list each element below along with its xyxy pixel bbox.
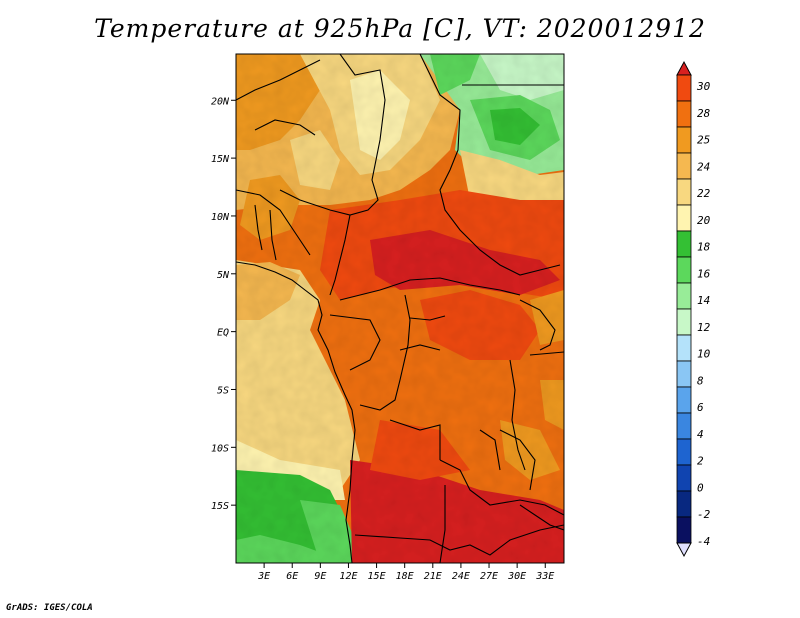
lon-tick-label: 33E (535, 571, 554, 582)
colorbar-label: 10 (697, 348, 711, 361)
colorbar-label: 4 (697, 428, 704, 441)
colorbar-segment (676, 282, 692, 310)
colorbar-bottom-arrow (676, 542, 692, 558)
colorbar-segment (676, 412, 692, 440)
lon-tick-label: 24E (452, 571, 470, 582)
colorbar-segment (676, 126, 692, 154)
colorbar-segment (676, 152, 692, 180)
lat-tick-label: EQ (217, 328, 229, 339)
latitude-axis: 20N 15N 10N 5N EQ 5S 10S 15S (211, 96, 236, 512)
colorbar-top-arrow (676, 60, 692, 76)
lon-tick-label: 12E (339, 571, 357, 582)
colorbar-segment (676, 178, 692, 206)
colorbar-segment (676, 334, 692, 362)
colorbar-label: 20 (697, 214, 711, 227)
colorbar-label: 16 (697, 267, 711, 280)
longitude-axis: 3E 6E 9E 12E 15E 18E 21E 24E 27E 30E 33E (257, 563, 554, 582)
colorbar-label: 6 (697, 401, 704, 414)
colorbar-segment (676, 204, 692, 232)
lon-tick-label: 18E (396, 571, 414, 582)
lat-tick-label: 15S (211, 501, 229, 512)
colorbar-label: 2 (697, 455, 704, 468)
colorbar-label: -2 (697, 508, 711, 521)
colorbar-label: 14 (697, 294, 710, 307)
colorbar-label: 28 (697, 107, 711, 120)
country-borders (236, 54, 564, 563)
colorbar-segment (676, 386, 692, 414)
map-title: Temperature at 925hPa [C], VT: 202001291… (94, 14, 706, 43)
colorbar-segment (676, 74, 692, 102)
colorbar-label: 24 (697, 160, 710, 173)
colorbar-segment (676, 438, 692, 466)
colorbar-label: 22 (697, 187, 711, 200)
lat-tick-label: 20N (211, 96, 230, 107)
colorbar-label: 18 (697, 241, 711, 254)
grads-credit: GrADS: IGES/COLA (6, 603, 93, 613)
map-frame (235, 53, 565, 564)
colorbar-label: 30 (696, 80, 711, 93)
colorbar-label: 0 (697, 481, 704, 494)
lon-tick-label: 21E (424, 571, 442, 582)
lon-tick-label: 30E (507, 571, 526, 582)
lon-tick-label: 27E (480, 571, 498, 582)
colorbar-segment (676, 308, 692, 336)
colorbar-segment (676, 256, 692, 284)
colorbar-segment (676, 464, 692, 492)
colorbar-segment (676, 516, 692, 544)
lat-tick-label: 10S (211, 443, 229, 454)
colorbar-label: -4 (697, 535, 710, 548)
colorbar-segment (676, 360, 692, 388)
lat-tick-label: 5N (217, 270, 230, 281)
colorbar-segment (676, 230, 692, 258)
colorbar-segment (676, 100, 692, 128)
lon-tick-label: 6E (286, 571, 298, 582)
lon-tick-label: 9E (314, 571, 326, 582)
lat-tick-label: 5S (217, 385, 229, 396)
colorbar-label: 25 (697, 134, 710, 147)
lat-tick-label: 15N (211, 154, 230, 165)
colorbar-segment (676, 490, 692, 518)
lon-tick-label: 15E (368, 571, 386, 582)
colorbar-label: 8 (697, 374, 704, 387)
lat-tick-label: 10N (211, 212, 230, 223)
colorbar-label: 12 (697, 321, 711, 334)
temperature-field (236, 54, 564, 563)
lon-tick-label: 3E (257, 571, 270, 582)
